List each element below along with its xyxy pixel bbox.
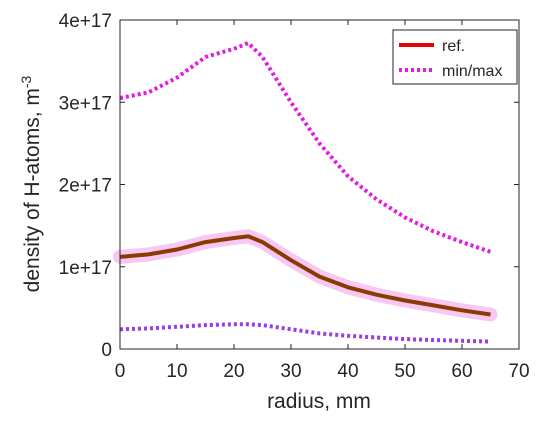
x-tick-label: 50 [394,361,415,382]
x-axis-title: radius, mm [267,390,371,413]
y-tick-label: 1e+17 [59,258,112,279]
x-tick-label: 20 [223,361,244,382]
tick-labels: 0 10 20 30 40 50 60 70 0 1e+17 2e+17 3e+17 4e+17 [59,11,530,382]
svg-text:density of H-atoms, m-3: density of H-atoms, m-3 [18,75,44,292]
y-tick-label: 2e+17 [59,176,112,197]
legend: ref. min/max [392,29,518,85]
y-tick-label: 3e+17 [59,93,112,114]
legend-box [392,29,518,85]
legend-label-ref: ref. [442,38,465,55]
y-axis-title-sup: -3 [18,75,34,88]
y-axis-title-main: density of H-atoms, m [21,88,44,292]
x-tick-label: 60 [451,361,472,382]
y-tick-label: 0 [101,340,112,361]
x-tick-label: 10 [166,361,187,382]
y-axis-title: density of H-atoms, m-3 [18,75,44,292]
legend-label-minmax: min/max [442,63,502,80]
x-tick-label: 30 [280,361,301,382]
axes [119,19,520,350]
series-layer [119,41,492,344]
y-tick-label: 4e+17 [59,11,112,32]
x-tick-label: 70 [508,361,529,382]
series-line-max [119,41,492,254]
x-tick-label: 0 [115,361,126,382]
x-tick-label: 40 [337,361,358,382]
series-line-ref [119,234,491,317]
series-line-min [119,322,491,344]
